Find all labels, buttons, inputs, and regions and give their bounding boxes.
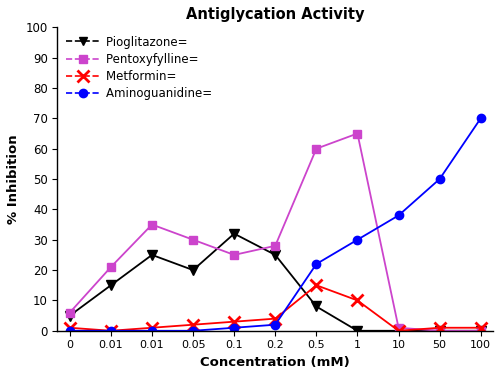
X-axis label: Concentration (mM): Concentration (mM) xyxy=(200,356,350,369)
Y-axis label: % Inhibition: % Inhibition xyxy=(7,134,20,224)
Title: Antiglycation Activity: Antiglycation Activity xyxy=(186,7,364,22)
Legend: Pioglitazone= , Pentoxyfylline= , Metformin= , Aminoguanidine= : Pioglitazone= , Pentoxyfylline= , Metfor… xyxy=(64,33,218,102)
